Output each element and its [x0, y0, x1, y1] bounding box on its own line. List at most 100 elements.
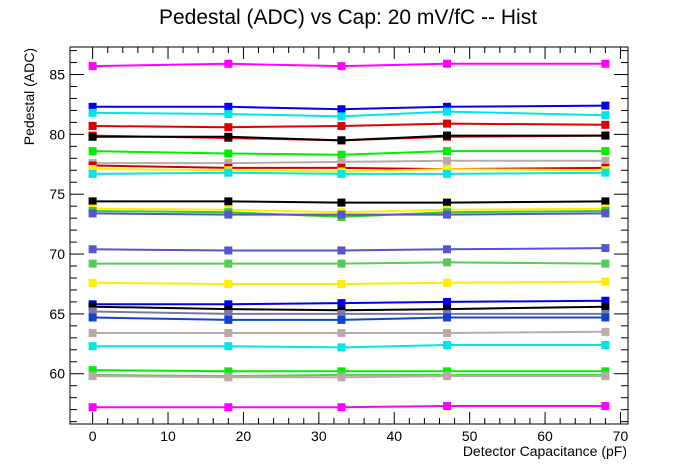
data-point: [601, 168, 610, 177]
data-point: [88, 372, 97, 381]
data-point: [88, 132, 97, 141]
data-point: [224, 259, 233, 268]
data-point: [224, 168, 233, 177]
data-point: [601, 197, 610, 206]
series-2: [88, 101, 610, 114]
data-point: [337, 150, 346, 159]
data-point: [601, 156, 610, 165]
data-point: [224, 159, 233, 168]
series-12: [88, 197, 610, 207]
y-tick-label: 65: [49, 306, 65, 322]
data-point: [224, 329, 233, 338]
data-point: [337, 246, 346, 255]
data-point: [224, 367, 233, 376]
data-point: [88, 302, 97, 311]
series-6: [88, 131, 610, 145]
data-point: [443, 147, 452, 156]
y-tick-label: 80: [49, 126, 65, 142]
series-18: [88, 277, 610, 288]
data-point: [88, 147, 97, 156]
data-point: [224, 210, 233, 219]
data-point: [337, 136, 346, 145]
series-4: [88, 119, 610, 132]
series-22: [88, 313, 610, 324]
data-point: [601, 120, 610, 129]
data-point: [88, 366, 97, 375]
data-point: [601, 296, 610, 305]
data-point: [224, 102, 233, 111]
x-tick-label: 50: [462, 428, 478, 444]
data-point: [224, 59, 233, 68]
data-point: [224, 305, 233, 314]
data-point: [337, 279, 346, 288]
data-point: [443, 297, 452, 306]
data-point: [443, 258, 452, 267]
series-27: [88, 372, 610, 382]
x-tick-label: 40: [386, 428, 402, 444]
data-point: [88, 313, 97, 322]
data-point: [601, 111, 610, 120]
data-point: [443, 102, 452, 111]
data-point: [88, 197, 97, 206]
x-tick-label: 20: [236, 428, 252, 444]
data-point: [224, 279, 233, 288]
data-point: [601, 327, 610, 336]
series-11: [88, 168, 610, 178]
data-point: [88, 245, 97, 254]
x-tick-label: 70: [613, 428, 629, 444]
data-point: [443, 305, 452, 314]
data-point: [601, 147, 610, 156]
data-point: [443, 210, 452, 219]
series-layer: [88, 59, 610, 412]
data-point: [337, 62, 346, 71]
series-15: [88, 209, 610, 219]
chart-title: Pedestal (ADC) vs Cap: 20 mV/fC -- Hist: [159, 6, 537, 29]
data-point: [337, 121, 346, 130]
data-point: [443, 329, 452, 338]
data-point: [337, 210, 346, 219]
data-point: [601, 277, 610, 286]
data-point: [443, 156, 452, 165]
data-point: [224, 300, 233, 309]
data-point: [443, 245, 452, 254]
data-point: [88, 121, 97, 130]
data-point: [601, 101, 610, 110]
data-point: [601, 341, 610, 350]
y-tick-label: 60: [49, 366, 65, 382]
data-point: [337, 105, 346, 114]
y-tick-label: 85: [49, 67, 65, 83]
y-tick-label: 75: [49, 186, 65, 202]
data-point: [443, 198, 452, 207]
data-point: [601, 209, 610, 218]
data-point: [224, 246, 233, 255]
data-point: [88, 165, 97, 174]
data-point: [601, 372, 610, 381]
data-point: [337, 315, 346, 324]
data-point: [337, 198, 346, 207]
data-point: [224, 315, 233, 324]
data-point: [443, 107, 452, 116]
data-point: [337, 259, 346, 268]
data-point: [601, 259, 610, 268]
data-point: [337, 169, 346, 178]
data-point: [224, 110, 233, 119]
series-28: [88, 402, 610, 412]
series-16: [88, 244, 610, 255]
data-point: [88, 259, 97, 268]
data-point: [337, 403, 346, 412]
data-point: [601, 302, 610, 311]
data-point: [88, 102, 97, 111]
x-tick-label: 60: [537, 428, 553, 444]
data-point: [224, 123, 233, 132]
x-tick-label: 30: [311, 428, 327, 444]
data-point: [601, 131, 610, 140]
data-point: [224, 149, 233, 158]
data-point: [224, 342, 233, 351]
data-point: [224, 403, 233, 412]
axis-ticks: 0 10 20 30 40 50 60 70 60 65 70 75 80 85: [49, 47, 628, 444]
data-point: [88, 307, 97, 316]
data-point: [337, 112, 346, 121]
y-tick-label: 70: [49, 246, 65, 262]
